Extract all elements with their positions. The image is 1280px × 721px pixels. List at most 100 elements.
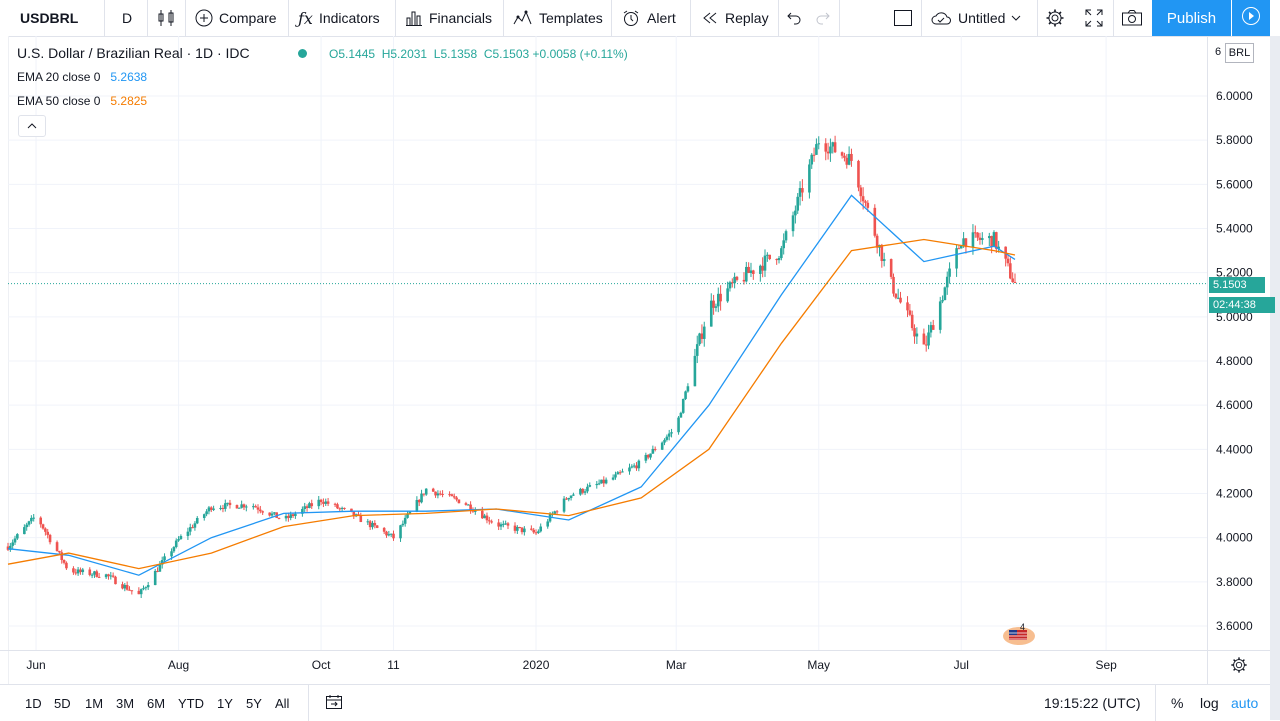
log-scale-toggle[interactable]: log (1200, 685, 1219, 721)
candle-body (123, 584, 127, 589)
candle-body (539, 526, 543, 532)
alert-button[interactable]: Alert (621, 0, 676, 36)
range-1m-button[interactable]: 1M (85, 695, 104, 711)
candle-body (948, 268, 951, 277)
candle-body (438, 493, 442, 495)
candle-body (128, 589, 131, 591)
candle-body (719, 293, 722, 302)
compare-button[interactable]: Compare (195, 0, 277, 36)
square-icon (893, 9, 913, 27)
range-all-button[interactable]: All (275, 695, 290, 711)
candle-body (614, 474, 617, 478)
candle-body (586, 486, 589, 492)
candle-body (513, 525, 517, 531)
symbol-title[interactable]: U.S. Dollar / Brazilian Real · 1D · IDC (17, 45, 250, 61)
percent-scale-toggle[interactable]: % (1171, 685, 1183, 721)
financials-button[interactable]: Financials (405, 0, 492, 36)
candle-body (892, 276, 895, 294)
candle-body (191, 527, 194, 529)
templates-button[interactable]: Templates (513, 0, 603, 36)
range-5d-button[interactable]: 5D (54, 695, 71, 711)
candle-body (170, 551, 173, 557)
compare-label: Compare (219, 10, 277, 26)
ohlc-high: H5.2031 (381, 47, 428, 61)
ema50-legend[interactable]: EMA 50 close 0 5.2825 (17, 94, 147, 108)
price-tick-label: 6.0000 (1216, 89, 1253, 103)
candle-body (294, 513, 297, 517)
expand-icon (1085, 9, 1103, 27)
currency-badge[interactable]: BRL (1225, 43, 1254, 63)
candle-body (158, 564, 162, 572)
price-tick-label: 4.4000 (1216, 442, 1253, 456)
fullscreen-button[interactable] (1085, 0, 1103, 36)
candle-body (125, 584, 129, 590)
candle-body (41, 524, 45, 529)
chart-area[interactable]: 6.0000 5.8000 5.6000 5.4000 5.2000 5.0000 4.80… (0, 36, 1270, 684)
range-6m-button[interactable]: 6M (147, 695, 166, 711)
utc-clock[interactable]: 19:15:22 (UTC) (1044, 685, 1140, 721)
bottom-toolbar: 1D 5D 1M 3M 6M YTD 1Y 5Y All 19:15:22 (UTC) % lo… (0, 684, 1270, 721)
candle-body (924, 344, 928, 346)
candle-body (111, 575, 115, 577)
candle-body (382, 527, 386, 532)
candle-body (65, 562, 68, 569)
axis-settings-button[interactable] (1230, 656, 1248, 679)
time-tick-label: 2020 (523, 658, 550, 672)
range-1y-button[interactable]: 1Y (217, 695, 233, 711)
redo-button[interactable] (815, 0, 831, 36)
symbol-search[interactable]: USDBRL (20, 0, 78, 36)
candle-body (588, 485, 592, 487)
candle-body (142, 588, 145, 590)
range-ytd-button[interactable]: YTD (178, 695, 204, 711)
candle-body (340, 507, 344, 509)
undo-button[interactable] (786, 0, 802, 36)
collapse-legend-button[interactable] (18, 115, 46, 137)
candle-body (833, 142, 837, 153)
candle-body (322, 502, 325, 504)
economic-events-badge[interactable]: 4 (1003, 622, 1037, 646)
candle-body (681, 398, 685, 413)
candle-body (602, 479, 606, 484)
candle-body (371, 522, 374, 528)
price-chart[interactable]: 6.0000 5.8000 5.6000 5.4000 5.2000 5.0000 4.80… (0, 36, 1270, 684)
auto-scale-toggle[interactable]: auto (1231, 685, 1258, 721)
candle-body (553, 511, 557, 514)
candle-body (310, 503, 314, 507)
candle-body (726, 288, 729, 302)
time-tick-label: Jun (26, 658, 45, 672)
publish-options-button[interactable] (1232, 0, 1270, 36)
time-tick-label: Sep (1095, 658, 1117, 672)
goto-date-button[interactable] (325, 685, 343, 721)
templates-icon (513, 9, 533, 27)
candle-body (60, 552, 64, 560)
candle-body (716, 293, 720, 307)
time-tick-label: Aug (168, 658, 189, 672)
layout-menu[interactable]: Untitled (930, 0, 1021, 36)
range-1d-button[interactable]: 1D (25, 695, 42, 711)
candle-body (270, 513, 274, 516)
candle-body (882, 259, 886, 262)
ema20-legend[interactable]: EMA 20 close 0 5.2638 (17, 70, 147, 84)
ema50-label: EMA 50 close 0 (17, 94, 101, 108)
publish-button[interactable]: Publish (1152, 0, 1231, 36)
fullscreen-layout-button[interactable] (893, 0, 913, 36)
price-tick-label: 4.8000 (1216, 354, 1253, 368)
candle-body (583, 491, 587, 493)
candle-body (938, 301, 942, 330)
interval-button[interactable]: D (122, 0, 132, 36)
candle-body (908, 310, 912, 315)
candle-body (179, 536, 183, 540)
candle-body (238, 507, 241, 509)
indicators-button[interactable]: ƒx Indicators (298, 0, 380, 36)
range-5y-button[interactable]: 5Y (246, 695, 262, 711)
candle-body (504, 523, 507, 525)
range-3m-button[interactable]: 3M (116, 695, 135, 711)
settings-button[interactable] (1045, 0, 1065, 36)
candle-body (569, 495, 573, 498)
candle-body (23, 527, 26, 535)
candle-body (532, 529, 535, 533)
snapshot-button[interactable] (1121, 0, 1143, 36)
candles-style-button[interactable] (157, 0, 175, 36)
replay-button[interactable]: Replay (701, 0, 769, 36)
candle-body (766, 254, 769, 256)
